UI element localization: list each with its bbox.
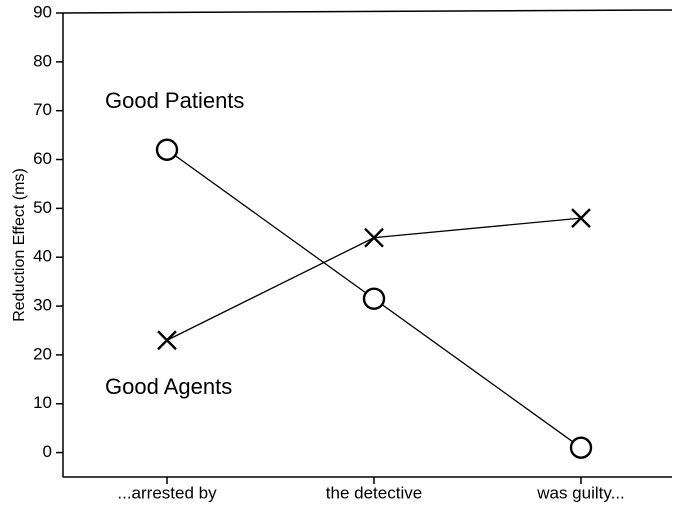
y-tick-label: 20 <box>33 344 52 363</box>
y-tick-label: 50 <box>33 198 52 217</box>
x-tick-label: ...arrested by <box>117 483 217 502</box>
series-label: Good Agents <box>105 374 232 399</box>
y-tick-label: 60 <box>33 149 52 168</box>
series-label: Good Patients <box>105 88 244 113</box>
y-tick-label: 30 <box>33 296 52 315</box>
x-tick-label: the detective <box>326 483 422 502</box>
x-tick-label: was guilty... <box>536 483 625 502</box>
marker-circle <box>569 436 593 459</box>
axis-line <box>62 9 673 14</box>
y-axis-label: Reduction Effect (ms) <box>11 168 28 322</box>
y-tick-label: 70 <box>33 100 52 119</box>
marker-x <box>157 330 177 351</box>
y-tick-label: 10 <box>33 393 52 412</box>
y-tick-label: 40 <box>33 247 52 266</box>
marker-x <box>571 208 591 228</box>
marker-circle <box>155 138 179 161</box>
y-tick-label: 90 <box>33 2 52 21</box>
y-tick-label: 80 <box>33 51 52 70</box>
marker-x <box>364 227 384 248</box>
marker-circle <box>362 287 386 310</box>
y-tick-label: 0 <box>43 442 52 461</box>
